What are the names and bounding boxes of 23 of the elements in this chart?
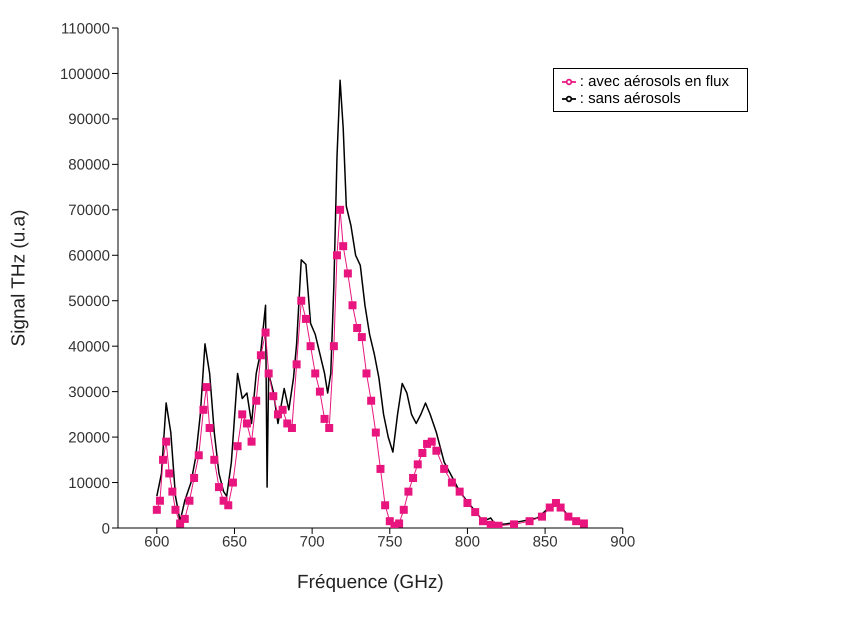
y-tick-label: 40000 bbox=[68, 338, 110, 356]
x-tick-label: 600 bbox=[144, 534, 170, 551]
x-tick-label: 850 bbox=[532, 534, 558, 551]
y-tick-label: 30000 bbox=[68, 384, 110, 401]
y-tick-label: 100000 bbox=[60, 66, 110, 83]
x-tick-label: 650 bbox=[222, 534, 247, 551]
y-tick-label: 50000 bbox=[68, 293, 110, 310]
y-tick-label: 0 bbox=[102, 520, 110, 538]
legend-label: : avec aérosols en flux bbox=[580, 73, 729, 90]
x-tick-label: 800 bbox=[454, 534, 480, 551]
y-tick-label: 110000 bbox=[61, 20, 110, 38]
y-tick-label: 20000 bbox=[68, 429, 110, 446]
y-axis-title: Signal THz (u.a) bbox=[8, 210, 30, 346]
x-tick-label: 900 bbox=[610, 534, 636, 551]
x-tick-label: 700 bbox=[300, 534, 325, 551]
y-tick-label: 60000 bbox=[68, 248, 110, 265]
x-axis-title: Fréquence (GHz) bbox=[296, 572, 444, 593]
y-tick-label: 80000 bbox=[68, 156, 110, 174]
x-tick-label: 750 bbox=[377, 534, 402, 551]
legend-label: : sans aérosols bbox=[580, 90, 681, 107]
y-tick-label: 90000 bbox=[68, 111, 110, 128]
y-tick-label: 70000 bbox=[68, 202, 110, 220]
y-tick-label: 10000 bbox=[68, 474, 110, 492]
